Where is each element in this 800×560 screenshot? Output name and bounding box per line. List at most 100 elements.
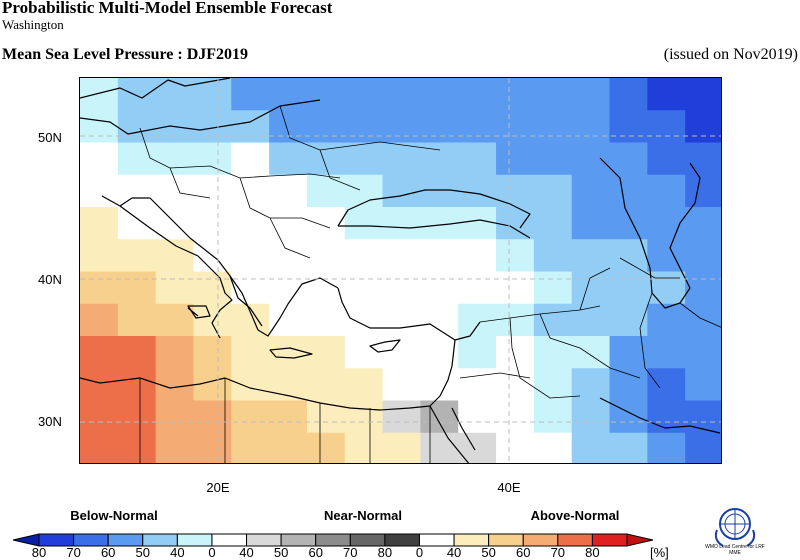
probability-cell xyxy=(344,303,384,337)
probability-cell xyxy=(571,368,611,401)
probability-cell xyxy=(117,174,157,208)
colorbar-tick-label: 70 xyxy=(343,545,358,560)
probability-cell xyxy=(117,142,157,176)
probability-cell xyxy=(533,303,573,337)
probability-cell xyxy=(458,368,497,401)
probability-cell xyxy=(382,142,421,176)
probability-cell xyxy=(193,174,232,208)
coastline-crete xyxy=(269,347,313,359)
probability-cell xyxy=(193,432,232,463)
lat-label-50n: 50N xyxy=(38,130,62,145)
probability-cell xyxy=(193,110,232,143)
probability-cell xyxy=(306,78,346,111)
probability-cell xyxy=(117,78,157,111)
probability-cell xyxy=(685,271,721,305)
probability-cell xyxy=(344,207,384,240)
probability-cell xyxy=(496,207,535,240)
probability-cell xyxy=(155,400,194,434)
probability-cell xyxy=(231,174,270,208)
probability-cell xyxy=(685,432,721,463)
probability-cell xyxy=(344,271,384,305)
probability-cell xyxy=(117,207,157,240)
probability-cell xyxy=(382,271,421,305)
un-globe-logo-icon xyxy=(714,508,756,547)
probability-cell xyxy=(155,142,194,176)
probability-cell xyxy=(231,368,270,401)
probability-cell xyxy=(117,239,157,272)
probability-cell xyxy=(420,432,459,463)
probability-cell xyxy=(306,142,346,176)
probability-cell xyxy=(269,432,308,463)
coastline-persian-gulf xyxy=(599,397,721,434)
colorbar-tick-label: 0 xyxy=(208,545,216,560)
lat-label-40n: 40N xyxy=(38,272,62,287)
probability-cell xyxy=(344,368,384,401)
probability-cell xyxy=(420,174,459,208)
probability-cell xyxy=(382,368,421,401)
probability-cell xyxy=(269,239,308,272)
probability-cell xyxy=(193,303,232,337)
probability-cell xyxy=(269,271,308,305)
colorbar-tick-label: 50 xyxy=(481,545,496,560)
probability-cell xyxy=(571,207,611,240)
probability-cell xyxy=(647,78,686,111)
probability-cell xyxy=(458,207,497,240)
probability-cell xyxy=(80,303,119,337)
probability-cell xyxy=(231,78,270,111)
probability-cell xyxy=(647,271,686,305)
probability-cell xyxy=(496,271,535,305)
colorbar-unit: [%] xyxy=(650,545,669,560)
probability-cell xyxy=(231,207,270,240)
probability-cell xyxy=(306,207,346,240)
probability-cell xyxy=(344,239,384,272)
probability-cell xyxy=(685,207,721,240)
probability-cell xyxy=(458,239,497,272)
probability-cell xyxy=(117,110,157,143)
probability-cell xyxy=(269,174,308,208)
probability-cell xyxy=(685,303,721,337)
colorbar-tick-label: 70 xyxy=(550,545,566,560)
coastline-red-sea xyxy=(429,405,476,463)
borders-middle-east xyxy=(459,267,641,399)
probability-cell xyxy=(155,239,194,272)
probability-cell xyxy=(117,271,157,305)
probability-cell xyxy=(571,303,611,337)
probability-cell xyxy=(533,368,573,401)
probability-cell xyxy=(685,78,721,111)
colorbar-tick-label: 40 xyxy=(446,545,462,560)
probability-cell xyxy=(193,271,232,305)
probability-cell xyxy=(117,336,157,369)
probability-cell xyxy=(155,303,194,337)
probability-cell xyxy=(193,368,232,401)
probability-cell xyxy=(458,303,497,337)
probability-cell xyxy=(647,432,686,463)
probability-cell xyxy=(80,78,119,111)
colorbar-tick-label: 80 xyxy=(31,545,47,560)
probability-cell xyxy=(269,336,308,369)
probability-cell xyxy=(80,336,119,369)
probability-cell xyxy=(496,303,535,337)
probability-cell xyxy=(420,303,459,337)
probability-cell xyxy=(533,142,573,176)
probability-cell xyxy=(571,110,611,143)
probability-cell xyxy=(420,271,459,305)
probability-cell xyxy=(80,271,119,305)
probability-cell xyxy=(231,142,270,176)
probability-cell xyxy=(382,239,421,272)
logo-caption: WMO Lead Centre for LRF MME xyxy=(705,544,765,556)
probability-cell xyxy=(609,303,648,337)
probability-cell xyxy=(685,368,721,401)
probability-cell xyxy=(420,142,459,176)
probability-cell xyxy=(496,432,535,463)
probability-cell xyxy=(647,368,686,401)
probability-cell xyxy=(382,400,421,434)
probability-cell xyxy=(609,78,648,111)
probability-cell xyxy=(269,207,308,240)
probability-cell xyxy=(533,174,573,208)
probability-cell xyxy=(382,432,421,463)
probability-cell xyxy=(231,400,270,434)
probability-cell xyxy=(306,336,346,369)
probability-cell xyxy=(685,110,721,143)
probability-cell xyxy=(306,174,346,208)
probability-cell xyxy=(344,336,384,369)
